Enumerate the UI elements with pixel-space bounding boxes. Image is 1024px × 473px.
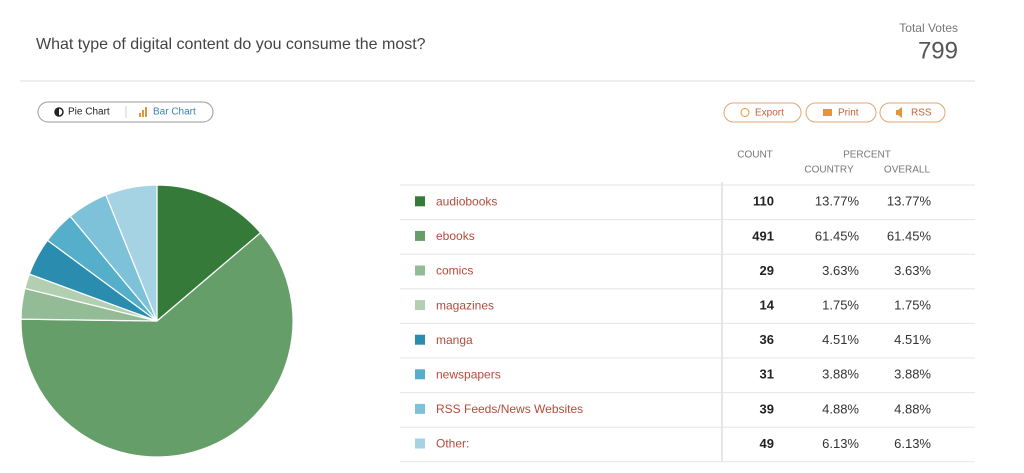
pie-chart-button[interactable]: Pie Chart: [68, 107, 110, 118]
rss-button[interactable]: RSS: [879, 102, 946, 123]
row-country: 4.88%: [822, 401, 859, 416]
print-label[interactable]: Print: [838, 108, 859, 119]
legend-swatch: [415, 230, 425, 241]
row-country: 4.51%: [822, 332, 859, 347]
row-overall: 4.88%: [894, 401, 931, 416]
row-count: 31: [760, 367, 774, 382]
row-overall: 4.51%: [894, 332, 931, 347]
row-count: 110: [753, 194, 774, 209]
row-country: 61.45%: [815, 228, 860, 243]
row-name: Other:: [436, 437, 469, 451]
legend-swatch: [415, 369, 425, 380]
row-name: audiobooks: [436, 194, 497, 208]
row-count: 39: [760, 401, 774, 416]
count-header: COUNT: [737, 150, 773, 161]
legend-swatch: [415, 300, 425, 311]
row-country: 3.63%: [822, 263, 859, 278]
legend-swatch: [415, 334, 425, 345]
row-country: 6.13%: [822, 436, 859, 451]
row-name: ebooks: [436, 229, 475, 243]
row-name: manga: [436, 333, 473, 347]
row-overall: 13.77%: [887, 194, 932, 209]
legend-swatch: [415, 403, 425, 414]
row-overall: 6.13%: [894, 436, 931, 451]
row-count: 29: [760, 263, 774, 278]
overall-header: OVERALL: [884, 165, 931, 176]
legend-swatch: [415, 438, 425, 449]
row-count: 36: [760, 332, 774, 347]
pie-slice: [105, 184, 158, 322]
bar-toggle[interactable]: Bar Chart: [139, 107, 196, 118]
row-country: 13.77%: [815, 194, 860, 209]
row-overall: 61.45%: [887, 228, 932, 243]
print-button[interactable]: Print: [805, 102, 877, 123]
row-name: magazines: [436, 298, 494, 312]
row-country: 1.75%: [822, 298, 859, 313]
row-name: comics: [436, 264, 473, 278]
row-count: 491: [752, 228, 774, 243]
row-overall: 1.75%: [894, 298, 931, 313]
pie-slice: [20, 231, 294, 458]
legend-swatch: [415, 196, 425, 207]
total-label: Total Votes: [899, 21, 958, 35]
row-overall: 3.88%: [894, 367, 931, 382]
percent-header: PERCENT: [843, 150, 891, 161]
export-button[interactable]: Export: [723, 102, 802, 123]
question: What type of digital content do you cons…: [36, 36, 426, 53]
total-votes: 799: [918, 37, 958, 64]
rss-label[interactable]: RSS: [911, 108, 932, 119]
row-count: 14: [760, 298, 775, 313]
bar-chart-button[interactable]: Bar Chart: [153, 107, 196, 118]
row-count: 49: [760, 436, 774, 451]
pie-slice: [156, 184, 262, 323]
row-name: newspapers: [436, 367, 501, 381]
pie-toggle[interactable]: Pie Chart: [54, 107, 110, 118]
export-label[interactable]: Export: [755, 108, 784, 119]
country-header: COUNTRY: [804, 165, 854, 176]
row-overall: 3.63%: [894, 263, 931, 278]
row-country: 3.88%: [822, 367, 859, 382]
legend-swatch: [415, 265, 425, 276]
row-name: RSS Feeds/News Websites: [436, 402, 583, 416]
